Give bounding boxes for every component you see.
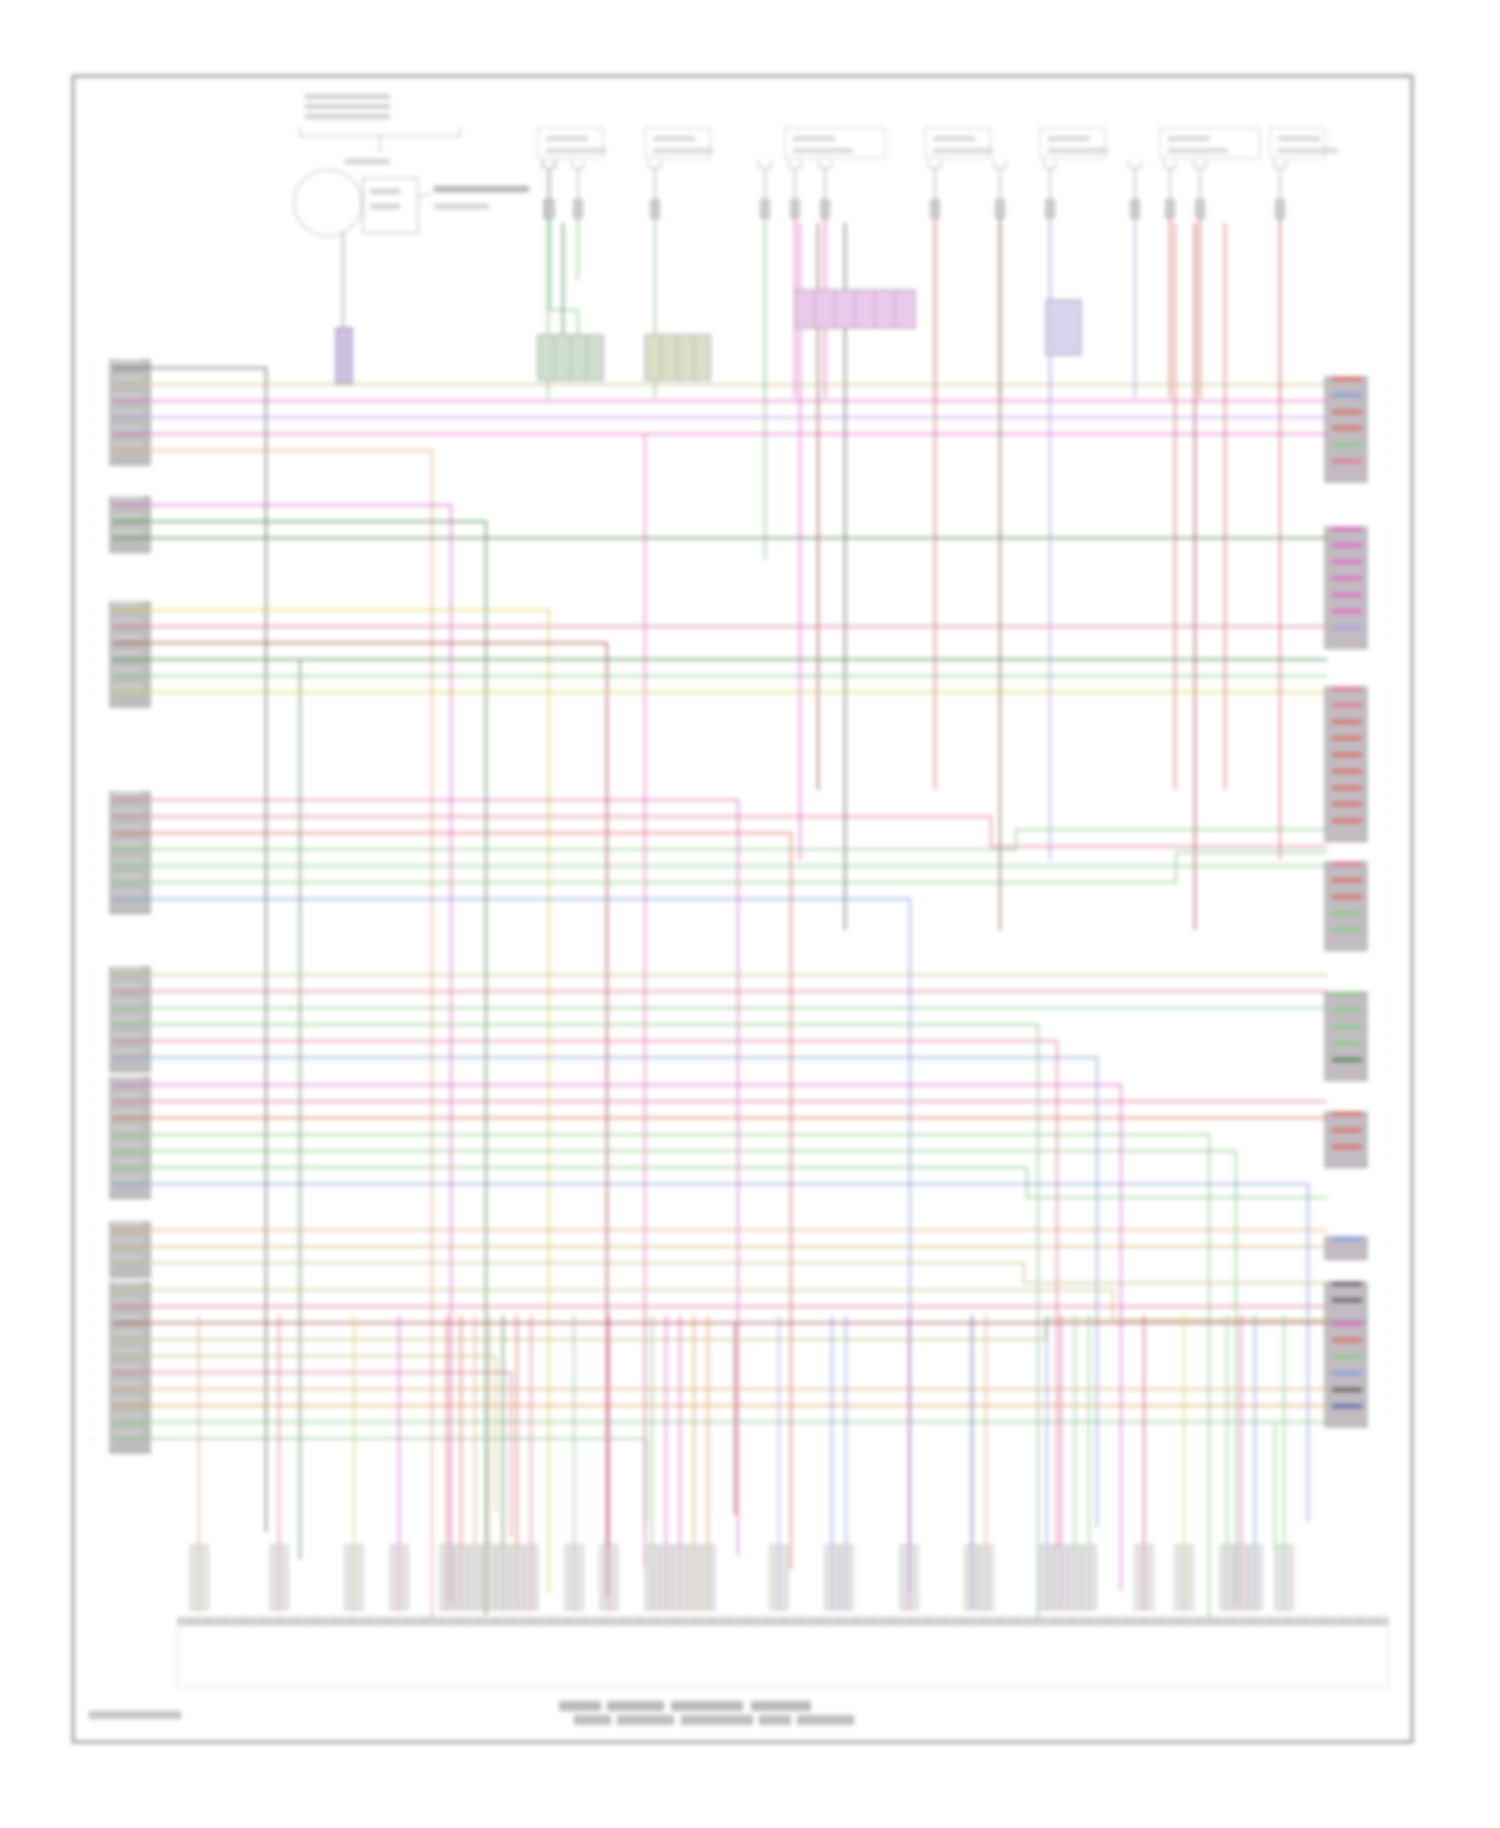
svg-text:10: 10 [90,1437,96,1442]
